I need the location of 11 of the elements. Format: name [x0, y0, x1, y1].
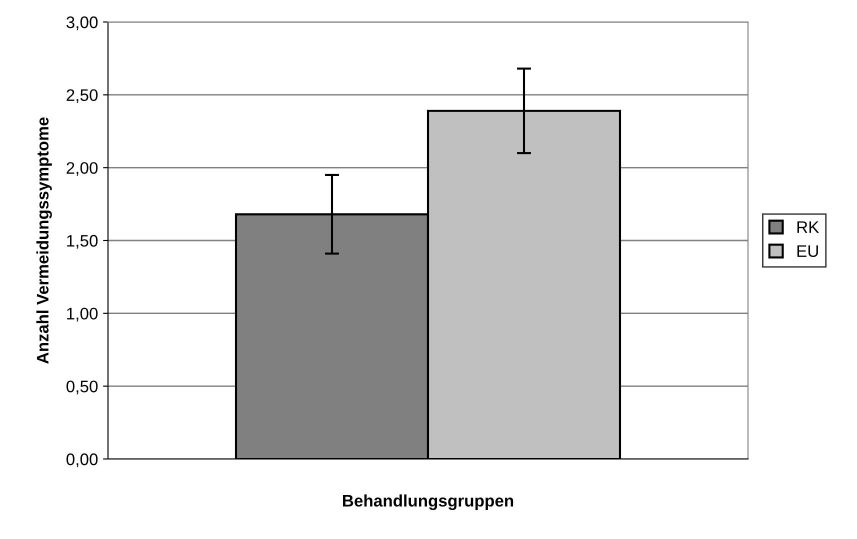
y-tick-label: 0,00: [66, 453, 98, 468]
y-tick-label: 1,50: [67, 234, 98, 249]
y-tick-label: 0,50: [66, 380, 98, 394]
legend-label: EU: [797, 245, 818, 257]
y-tick-label: 2,50: [66, 89, 98, 104]
y-tick-label: 1,00: [67, 308, 98, 322]
y-tick-label: 2,00: [66, 162, 98, 176]
y-tick-label: 3,00: [66, 16, 98, 30]
legend-label: RK: [797, 221, 820, 233]
y-axis-title: Anzahl Vermeidungssymptome: [36, 117, 52, 364]
x-axis-title: Behandlungsgruppen: [343, 494, 514, 510]
